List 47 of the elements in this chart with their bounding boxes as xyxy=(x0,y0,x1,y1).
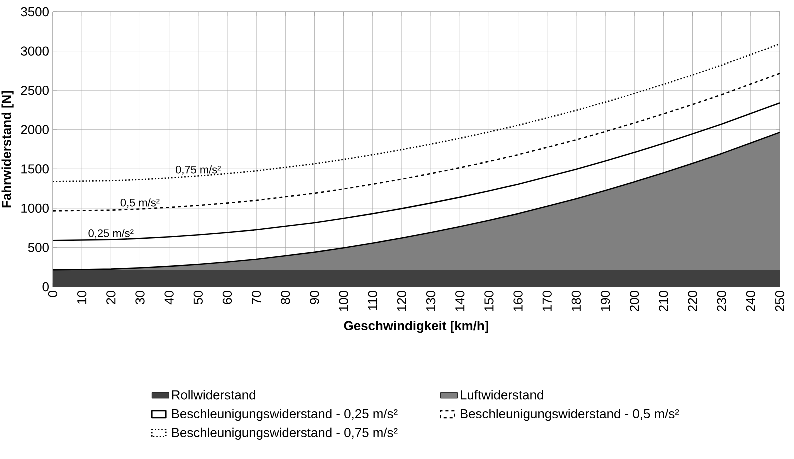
x-tick-label: 240 xyxy=(746,291,756,312)
line-series xyxy=(53,44,780,182)
legend-label: Luftwiderstand xyxy=(461,390,544,400)
y-tick-label: 2500 xyxy=(21,86,49,96)
x-tick-label: 20 xyxy=(106,291,116,304)
x-tick-label: 50 xyxy=(194,291,203,304)
x-tick-label: 170 xyxy=(542,291,552,312)
x-tick-label: 60 xyxy=(222,291,232,304)
line-series xyxy=(53,102,780,242)
x-tick-label: 150 xyxy=(484,291,494,312)
x-tick-label: 110 xyxy=(368,291,378,310)
y-tick-label: 1000 xyxy=(22,204,49,214)
x-tick-label: 250 xyxy=(775,291,785,312)
y-tick-label: 3000 xyxy=(21,46,49,56)
x-tick-label: 190 xyxy=(600,291,610,312)
x-tick-label: 160 xyxy=(514,291,523,312)
annotation: 0,25 m/s² xyxy=(88,229,134,239)
x-tick-label: 10 xyxy=(77,291,87,304)
legend-label: Beschleunigungswiderstand - 0,75 m/s² xyxy=(172,428,398,440)
x-tick-label: 210 xyxy=(659,291,668,312)
x-tick-label: 130 xyxy=(426,291,436,312)
y-tick-label: 500 xyxy=(28,243,49,252)
x-axis-title: Geschwindigkeit [km/h] xyxy=(344,320,488,334)
legend-label: Beschleunigungswiderstand - 0,25 m/s² xyxy=(172,409,398,422)
x-tick-label: 80 xyxy=(281,291,290,304)
x-tick-label: 90 xyxy=(310,291,320,304)
legend-label: Rollwiderstand xyxy=(172,390,256,400)
x-tick-label: 180 xyxy=(572,291,582,312)
y-tick-label: 0 xyxy=(42,282,49,292)
x-tick-label: 200 xyxy=(630,291,640,312)
annotation: 0,75 m/s² xyxy=(176,166,222,176)
x-tick-label: 30 xyxy=(136,291,145,304)
x-tick-label: 40 xyxy=(164,291,174,305)
x-tick-label: 140 xyxy=(456,291,465,312)
x-tick-label: 0 xyxy=(48,291,58,298)
x-tick-label: 230 xyxy=(717,291,726,312)
y-tick-label: 2000 xyxy=(21,125,49,134)
x-tick-label: 70 xyxy=(252,291,262,304)
y-axis-title: Fahrwiderstand [N] xyxy=(2,91,14,208)
y-tick-label: 1500 xyxy=(22,164,49,174)
x-tick-label: 220 xyxy=(688,291,698,312)
line-series xyxy=(53,73,780,212)
x-tick-label: 100 xyxy=(339,291,348,312)
annotation: 0,5 m/s² xyxy=(120,198,160,208)
legend-label: Beschleunigungswiderstand - 0,5 m/s² xyxy=(461,409,680,422)
y-tick-label: 3500 xyxy=(21,7,49,17)
x-tick-label: 120 xyxy=(397,291,407,312)
